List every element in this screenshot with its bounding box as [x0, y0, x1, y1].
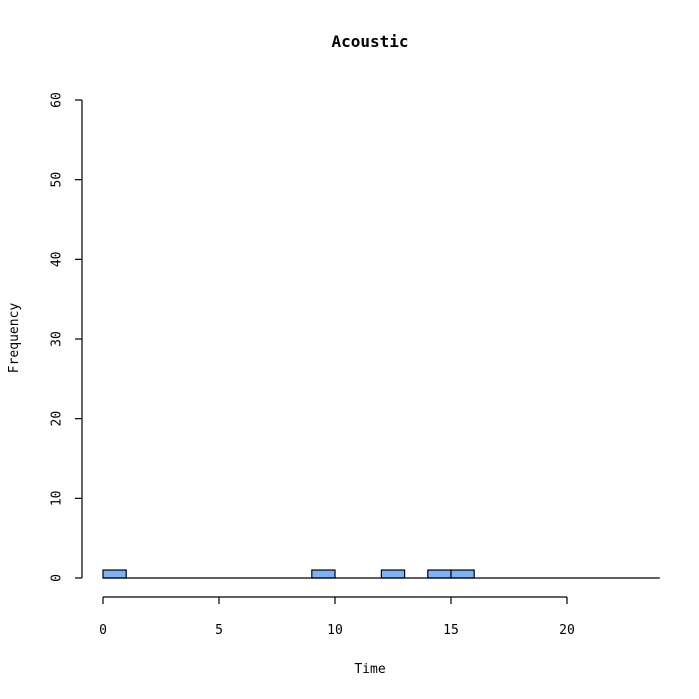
histogram-bar [380, 569, 406, 579]
histogram-bar [102, 569, 127, 579]
x-tick-label: 20 [559, 623, 575, 638]
y-tick-label: 10 [50, 491, 65, 507]
y-tick-label: 50 [50, 172, 65, 188]
y-axis: 0 10 20 30 40 50 60 [50, 92, 83, 582]
y-tick-label: 20 [50, 411, 65, 427]
y-tick-label: 0 [50, 574, 65, 582]
y-tick-label: 40 [50, 252, 65, 268]
histogram-bar [311, 569, 336, 579]
x-tick-label: 5 [215, 623, 223, 638]
histogram-bars [102, 569, 660, 579]
y-axis-title: Frequency [7, 303, 22, 374]
x-axis-title: Time [354, 662, 385, 677]
x-tick-label: 15 [443, 623, 459, 638]
chart-title: Acoustic [331, 32, 408, 51]
y-tick-label: 60 [50, 92, 65, 108]
histogram-bar [427, 569, 452, 579]
y-tick-label: 30 [50, 331, 65, 347]
histogram-bar [450, 569, 475, 579]
x-tick-label: 10 [327, 623, 343, 638]
x-tick-label: 0 [99, 623, 107, 638]
x-axis: 0 5 10 15 20 [99, 596, 575, 638]
